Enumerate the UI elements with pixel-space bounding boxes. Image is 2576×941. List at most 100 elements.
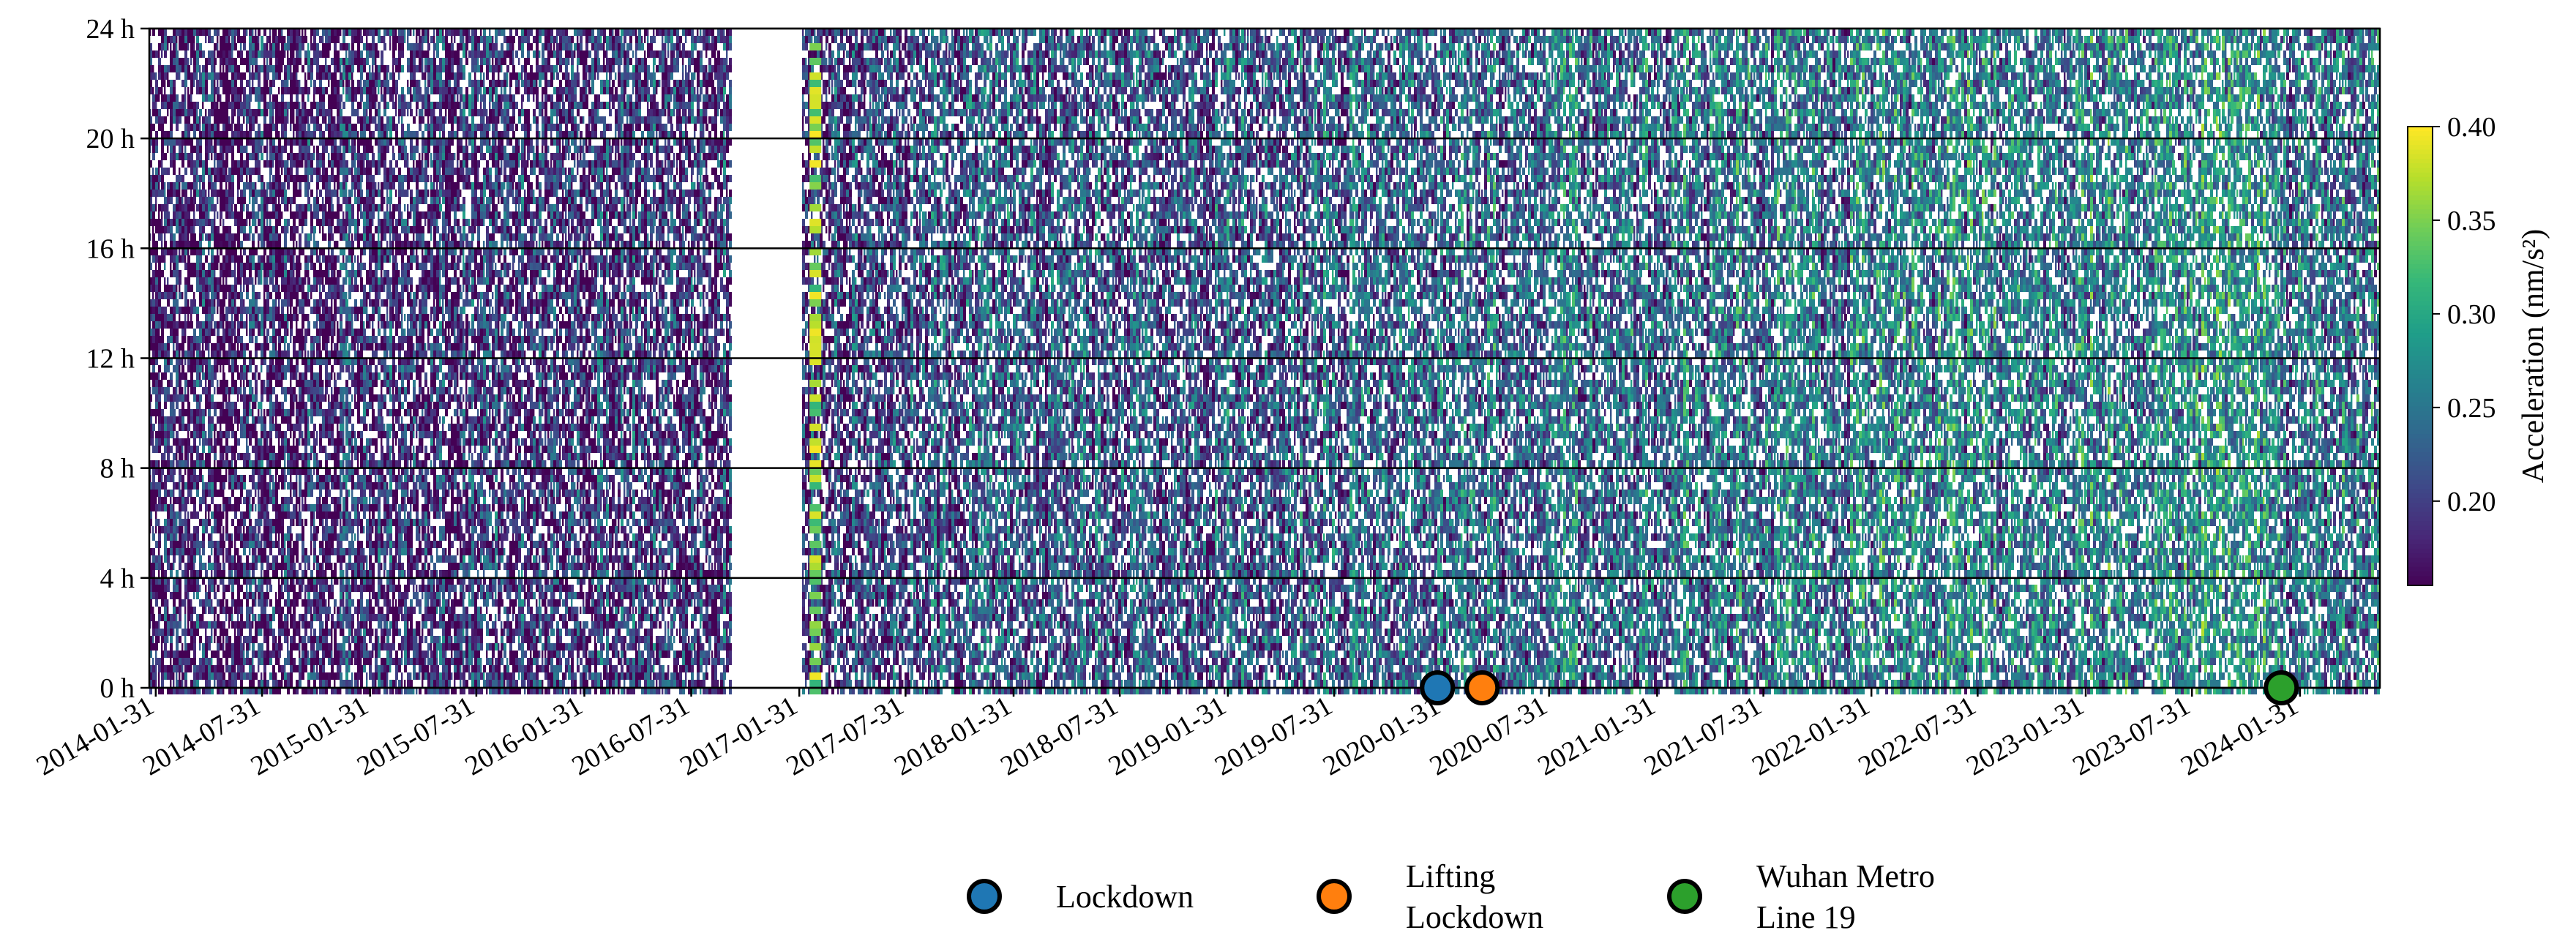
- heatmap-cell: [164, 460, 167, 468]
- heatmap-cell: [208, 665, 211, 672]
- heatmap-cell: [237, 87, 240, 94]
- heatmap-cell: [246, 570, 249, 577]
- heatmap-cell: [202, 329, 205, 336]
- heatmap-cell: [208, 219, 211, 226]
- heatmap-cell: [155, 490, 158, 497]
- heatmap-cell: [161, 138, 164, 146]
- heatmap-cell: [240, 533, 243, 541]
- heatmap-cell: [205, 651, 208, 658]
- heatmap-cell: [243, 219, 246, 226]
- heatmap-cell: [234, 72, 237, 80]
- heatmap-cell: [158, 672, 160, 680]
- heatmap-cell: [173, 599, 176, 607]
- heatmap-cell: [155, 643, 158, 651]
- heatmap-cell: [152, 658, 154, 665]
- heatmap-cell: [246, 621, 249, 629]
- heatmap-cell: [181, 321, 184, 329]
- heatmap-cell: [246, 672, 249, 680]
- heatmap-cell: [181, 460, 184, 468]
- heatmap-cell: [255, 592, 256, 599]
- heatmap-cell: [164, 94, 167, 102]
- heatmap-cell: [196, 43, 199, 50]
- heatmap-cell: [173, 116, 176, 124]
- heatmap-cell: [184, 526, 187, 533]
- heatmap-cell: [222, 636, 224, 643]
- heatmap-cell: [193, 102, 196, 109]
- heatmap-cell: [152, 146, 155, 153]
- heatmap-cell: [155, 277, 158, 285]
- heatmap-cell: [170, 146, 173, 153]
- heatmap-cell: [208, 636, 211, 643]
- heatmap-cell: [237, 387, 240, 394]
- heatmap-cell: [234, 204, 237, 211]
- heatmap-cell: [187, 233, 189, 241]
- heatmap-cell: [211, 175, 212, 182]
- heatmap-cell: [255, 555, 258, 563]
- heatmap-cell: [184, 153, 187, 160]
- heatmap-cell: [252, 36, 255, 43]
- heatmap-cell: [234, 255, 237, 263]
- heatmap-cell: [170, 511, 173, 519]
- heatmap-cell: [190, 570, 193, 577]
- heatmap-cell: [202, 387, 205, 394]
- heatmap-cell: [222, 387, 225, 394]
- heatmap-cell: [214, 365, 217, 372]
- heatmap-cell: [158, 680, 160, 687]
- heatmap-cell: [249, 387, 252, 394]
- heatmap-cell: [237, 94, 240, 102]
- heatmap-cell: [196, 36, 199, 43]
- heatmap-cell: [187, 182, 190, 190]
- heatmap-cell: [222, 504, 225, 511]
- heatmap-cell: [228, 116, 230, 124]
- heatmap-cell: [152, 482, 155, 490]
- heatmap-cell: [211, 431, 212, 438]
- heatmap-cell: [152, 226, 154, 233]
- heatmap-cell: [211, 372, 214, 380]
- heatmap-cell: [222, 219, 224, 226]
- heatmap-cell: [240, 80, 243, 87]
- heatmap-cell: [158, 314, 161, 321]
- heatmap-cell: [179, 65, 181, 72]
- heatmap-cell: [211, 585, 214, 592]
- heatmap-cell: [240, 314, 243, 321]
- heatmap-cell: [199, 643, 201, 651]
- heatmap-cell: [246, 116, 249, 124]
- heatmap-cell: [211, 416, 214, 424]
- heatmap-cell: [225, 190, 228, 197]
- heatmap-cell: [184, 72, 187, 80]
- heatmap-cell: [231, 138, 234, 146]
- heatmap-cell: [164, 541, 167, 548]
- heatmap-cell: [231, 460, 233, 468]
- heatmap-cell: [228, 636, 231, 643]
- heatmap-cell: [255, 146, 258, 153]
- heatmap-cell: [208, 350, 209, 358]
- heatmap-cell: [179, 658, 181, 665]
- heatmap-cell: [205, 72, 208, 80]
- heatmap-cell: [187, 241, 190, 248]
- heatmap-cell: [231, 175, 234, 182]
- heatmap-cell: [167, 138, 170, 146]
- heatmap-cell: [193, 270, 196, 277]
- heatmap-cell: [190, 511, 193, 519]
- heatmap-cell: [228, 138, 231, 146]
- heatmap-cell: [155, 665, 157, 672]
- heatmap-cell: [170, 636, 173, 643]
- heatmap-cell: [161, 336, 164, 343]
- heatmap-cell: [179, 102, 181, 109]
- heatmap-cell: [181, 65, 184, 72]
- heatmap-cell: [222, 431, 225, 438]
- heatmap-cell: [190, 80, 193, 87]
- heatmap-cell: [228, 50, 231, 58]
- heatmap-cell: [214, 548, 217, 555]
- heatmap-cell: [187, 497, 189, 504]
- heatmap-cell: [155, 526, 157, 533]
- heatmap-cell: [220, 607, 222, 614]
- heatmap-cell: [217, 197, 218, 204]
- heatmap-cell: [179, 607, 181, 614]
- heatmap-cell: [205, 394, 208, 402]
- heatmap-cell: [181, 548, 184, 555]
- heatmap-cell: [240, 138, 243, 146]
- heatmap-cell: [193, 29, 196, 36]
- heatmap-cell: [252, 277, 253, 285]
- heatmap-cell: [252, 643, 255, 651]
